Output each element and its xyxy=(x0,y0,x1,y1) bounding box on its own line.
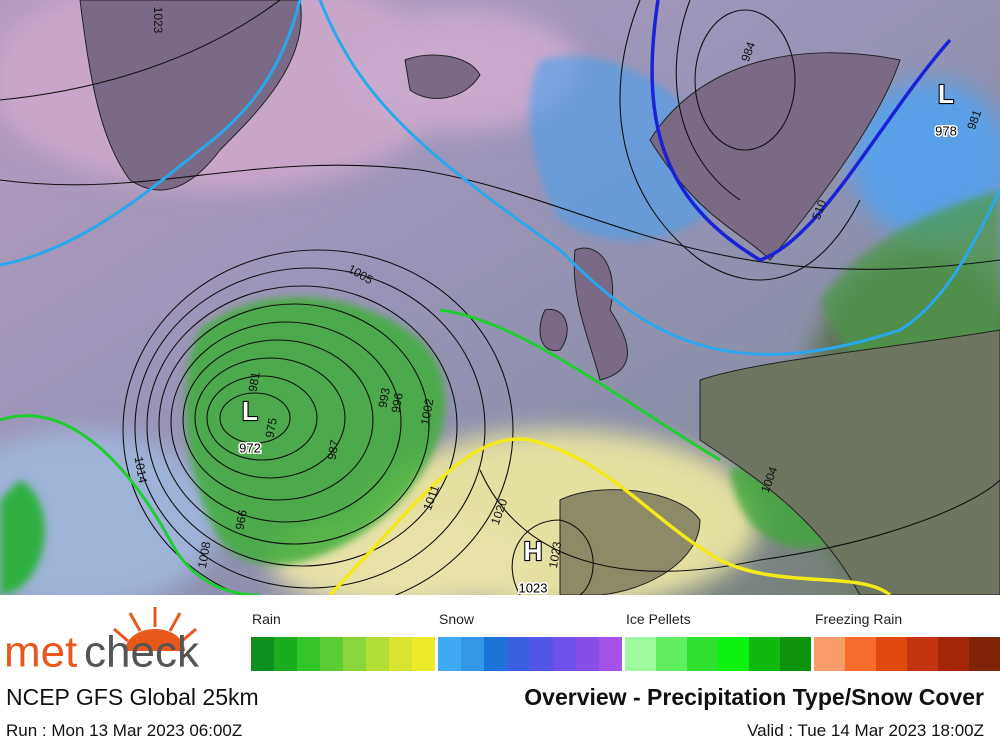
isobar-label: 1008 xyxy=(195,540,213,569)
legend-swatch xyxy=(461,637,484,671)
isobar-label: 984 xyxy=(738,40,758,64)
legend-swatch xyxy=(599,637,622,671)
legend-swatch xyxy=(845,637,876,671)
legend-swatch xyxy=(687,637,718,671)
isobar-label: 993 xyxy=(376,386,393,408)
logo-check: check xyxy=(84,628,200,677)
legend-swatch xyxy=(297,637,320,671)
isobar-label: 510 xyxy=(809,198,829,222)
legend-swatch xyxy=(576,637,599,671)
chart-title: Overview - Precipitation Type/Snow Cover xyxy=(524,684,984,710)
logo-met: met xyxy=(4,628,77,677)
legend-swatch xyxy=(907,637,938,671)
legend-swatch xyxy=(530,637,553,671)
legend-swatch xyxy=(412,637,435,671)
legend-swatch xyxy=(625,637,656,671)
valid-time: Valid : Tue 14 Mar 2023 18:00Z xyxy=(747,721,984,740)
legend-swatch xyxy=(718,637,749,671)
pressure-value: 1023 xyxy=(519,580,548,595)
isobar-label: 1023 xyxy=(151,7,165,34)
isobar-label: 981 xyxy=(246,370,263,392)
legend-swatch xyxy=(484,637,507,671)
footer: met check Rain Snow Ice Pellets Freezing Ra… xyxy=(0,595,1000,749)
legend-swatch xyxy=(274,637,297,671)
pressure-system: L xyxy=(938,79,954,109)
isobar-label: 975 xyxy=(263,416,280,438)
legend-label: Snow xyxy=(439,611,475,627)
legend-swatch xyxy=(343,637,366,671)
legend-label: Ice Pellets xyxy=(626,611,691,627)
isobar-label: 996 xyxy=(389,391,406,413)
legend-label: Freezing Rain xyxy=(815,611,903,627)
isobar-label: 1023 xyxy=(546,540,564,569)
pressure-value: 978 xyxy=(935,123,957,138)
pressure-system: L xyxy=(242,396,258,426)
legend-label: Rain xyxy=(252,611,281,627)
legend-swatch xyxy=(780,637,811,671)
legend-swatch xyxy=(438,637,461,671)
legend-swatch xyxy=(749,637,780,671)
pressure-value: 972 xyxy=(239,440,261,455)
logo-sun xyxy=(113,607,197,643)
model-name: NCEP GFS Global 25km xyxy=(6,684,259,710)
isobar-label: 966 xyxy=(233,508,250,530)
logo: met check xyxy=(4,607,200,677)
legend-swatch xyxy=(366,637,389,671)
isobar-label: 981 xyxy=(964,108,984,132)
legend-swatch xyxy=(656,637,687,671)
legend-swatch xyxy=(938,637,969,671)
isobar-label: 1002 xyxy=(418,397,436,426)
isobars xyxy=(0,0,1000,595)
legend-swatch xyxy=(553,637,576,671)
legend-swatch xyxy=(507,637,530,671)
run-time: Run : Mon 13 Mar 2023 06:00Z xyxy=(6,721,243,740)
legend-swatch xyxy=(876,637,907,671)
isobar-label: 1014 xyxy=(132,455,150,484)
legend-swatch xyxy=(814,637,845,671)
legend: Rain Snow Ice Pellets Freezing Rain xyxy=(251,611,1000,671)
legend-swatch xyxy=(969,637,1000,671)
legend-swatch xyxy=(320,637,343,671)
legend-swatch xyxy=(251,637,274,671)
legend-swatch xyxy=(389,637,412,671)
pressure-system: H xyxy=(524,536,543,566)
isobar-label: 987 xyxy=(325,438,342,460)
